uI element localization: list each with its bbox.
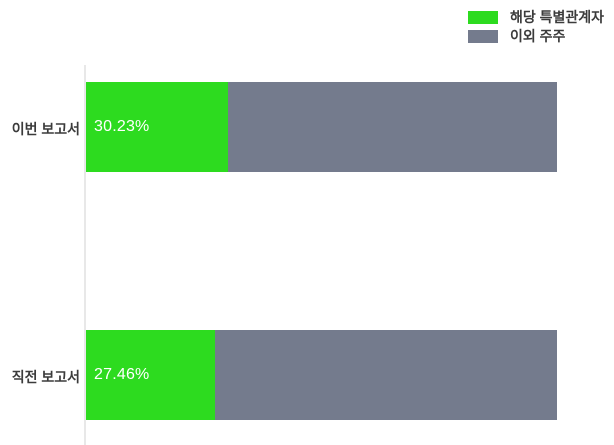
category-axis: 이번 보고서 직전 보고서	[0, 0, 80, 445]
bar-segment-secondary-1[interactable]	[215, 330, 557, 420]
plot-area: 30.23% 27.46%	[86, 0, 557, 445]
legend-label-primary: 해당 특별관계자	[510, 9, 605, 25]
legend-item-primary[interactable]: 해당 특별관계자	[468, 10, 604, 25]
legend-label-secondary: 이외 주주	[510, 28, 566, 44]
bar-value-label-0: 30.23%	[94, 118, 150, 135]
bar-value-label-1: 27.46%	[94, 366, 150, 383]
category-label-0: 이번 보고서	[11, 121, 80, 137]
category-label-1: 직전 보고서	[11, 369, 80, 385]
bar-segment-primary-1[interactable]: 27.46%	[86, 330, 216, 420]
value-axis-line	[84, 65, 86, 445]
bar-segment-primary-0[interactable]: 30.23%	[86, 82, 229, 172]
bar-segment-secondary-0[interactable]	[228, 82, 557, 172]
legend-swatch-icon-primary	[468, 11, 498, 24]
table-row: 27.46%	[86, 330, 557, 420]
chart-legend: 해당 특별관계자 이외 주주	[468, 10, 604, 44]
table-row: 30.23%	[86, 82, 557, 172]
legend-item-secondary[interactable]: 이외 주주	[468, 29, 604, 44]
legend-swatch-icon-secondary	[468, 30, 498, 43]
